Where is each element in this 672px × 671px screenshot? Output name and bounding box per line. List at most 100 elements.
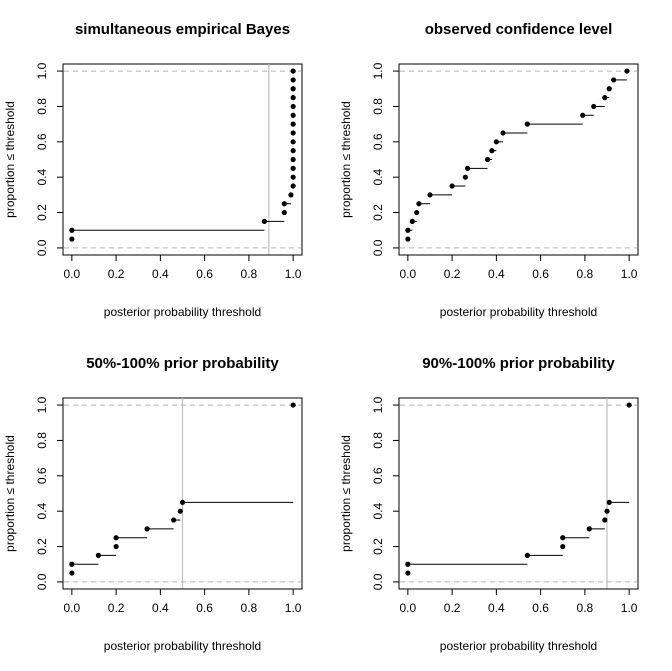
y-tick-label: 0.4 — [371, 169, 385, 186]
data-point — [586, 526, 592, 532]
y-tick-label: 1.0 — [371, 396, 385, 413]
y-tick-label: 0.2 — [371, 538, 385, 555]
x-tick-label: 0.8 — [241, 267, 258, 281]
data-point — [414, 209, 420, 216]
data-point — [560, 543, 566, 550]
chart-title: observed confidence level — [425, 21, 613, 38]
data-point — [290, 139, 296, 145]
data-point — [591, 103, 597, 110]
data-point — [524, 121, 530, 127]
y-tick-label: 0.6 — [371, 467, 385, 484]
x-tick-label: 0.0 — [400, 267, 417, 281]
x-tick-label: 0.6 — [196, 601, 213, 615]
chart-title: 50%-100% prior probability — [86, 355, 279, 372]
y-tick-label: 1.0 — [35, 396, 49, 413]
data-point — [69, 561, 75, 567]
x-tick-label: 0.6 — [532, 267, 549, 281]
plot-frame — [398, 397, 639, 590]
x-tick-label: 0.4 — [488, 267, 505, 281]
x-tick-label: 0.8 — [241, 601, 258, 615]
data-point — [626, 402, 632, 408]
x-tick-label: 1.0 — [621, 267, 638, 281]
y-tick-label: 0.4 — [35, 169, 49, 186]
data-point — [462, 174, 468, 180]
data-point — [524, 552, 530, 558]
data-point — [606, 499, 612, 505]
data-point — [290, 165, 296, 171]
chart-panel-1: simultaneous empirical Bayes 0.0 0.2 0.4 0.6… — [3, 21, 303, 319]
data-point — [484, 156, 491, 163]
data-point — [290, 183, 296, 189]
data-point — [290, 86, 296, 92]
y-tick-label: 0.8 — [35, 432, 49, 449]
data-point — [281, 201, 287, 207]
data-point — [580, 112, 586, 118]
data-point — [288, 192, 294, 198]
data-point — [604, 508, 610, 514]
x-tick-label: 0.4 — [152, 601, 169, 615]
x-tick-label: 0.8 — [577, 601, 594, 615]
data-point — [113, 543, 119, 550]
x-tick-label: 0.6 — [196, 267, 213, 281]
data-point — [290, 148, 296, 154]
x-tick-label: 0.2 — [444, 267, 461, 281]
data-point — [606, 86, 612, 92]
y-tick-label: 0.2 — [371, 204, 385, 221]
x-tick-label: 0.0 — [400, 601, 417, 615]
x-tick-label: 0.0 — [64, 267, 81, 281]
data-point — [290, 112, 296, 118]
y-tick-label: 0.0 — [371, 573, 385, 590]
data-point — [290, 103, 296, 110]
y-tick-label: 1.0 — [371, 62, 385, 79]
x-tick-label: 0.8 — [577, 267, 594, 281]
chart-panel-4: 90%-100% prior probability 0.0 0.2 0.4 0.6 0.… — [339, 355, 639, 653]
y-tick-label: 0.4 — [371, 503, 385, 520]
x-tick-label: 0.2 — [108, 267, 125, 281]
data-point — [113, 535, 119, 541]
data-point — [493, 139, 499, 145]
x-tick-label: 0.2 — [108, 601, 125, 615]
data-point — [290, 130, 296, 136]
data-point — [602, 517, 608, 523]
data-point — [290, 402, 296, 408]
y-axis-label: proportion ≤ threshold — [3, 101, 17, 218]
x-axis-label: posterior probability threshold — [440, 305, 597, 319]
x-tick-label: 1.0 — [285, 267, 302, 281]
data-point — [290, 121, 296, 127]
data-point — [290, 68, 296, 74]
plot-frame — [398, 63, 639, 256]
data-point — [560, 535, 566, 541]
data-point — [261, 218, 267, 224]
y-tick-label: 0.0 — [35, 239, 49, 256]
x-tick-label: 0.4 — [152, 267, 169, 281]
data-point — [405, 570, 411, 576]
data-point — [290, 174, 296, 180]
data-point — [602, 95, 608, 101]
y-tick-label: 0.4 — [35, 503, 49, 520]
plot-frame — [62, 63, 303, 256]
y-axis-label: proportion ≤ threshold — [3, 435, 17, 552]
y-tick-label: 0.8 — [371, 432, 385, 449]
y-tick-label: 0.6 — [371, 133, 385, 150]
y-tick-label: 0.8 — [371, 98, 385, 115]
chart-panel-3: 50%-100% prior probability 0.0 0.2 0.4 0.6 0.… — [3, 355, 303, 653]
x-axis-label: posterior probability threshold — [104, 305, 261, 319]
x-axis-label: posterior probability threshold — [104, 639, 261, 653]
chart-panel-2: observed confidence level 0.0 0.2 0.4 0.6 0.8… — [339, 21, 639, 319]
data-point — [427, 192, 433, 198]
data-point — [95, 552, 102, 558]
y-tick-label: 0.0 — [35, 573, 49, 590]
x-tick-label: 0.6 — [532, 601, 549, 615]
data-point — [69, 227, 75, 233]
data-point — [290, 95, 296, 101]
y-tick-label: 0.8 — [35, 98, 49, 115]
data-point — [69, 236, 75, 242]
data-point — [611, 77, 617, 83]
y-axis-label: proportion ≤ threshold — [339, 101, 353, 218]
data-point — [500, 130, 506, 136]
y-tick-label: 0.2 — [35, 204, 49, 221]
y-axis-label: proportion ≤ threshold — [339, 435, 353, 552]
chart-title: simultaneous empirical Bayes — [75, 21, 290, 38]
data-point — [290, 156, 296, 163]
